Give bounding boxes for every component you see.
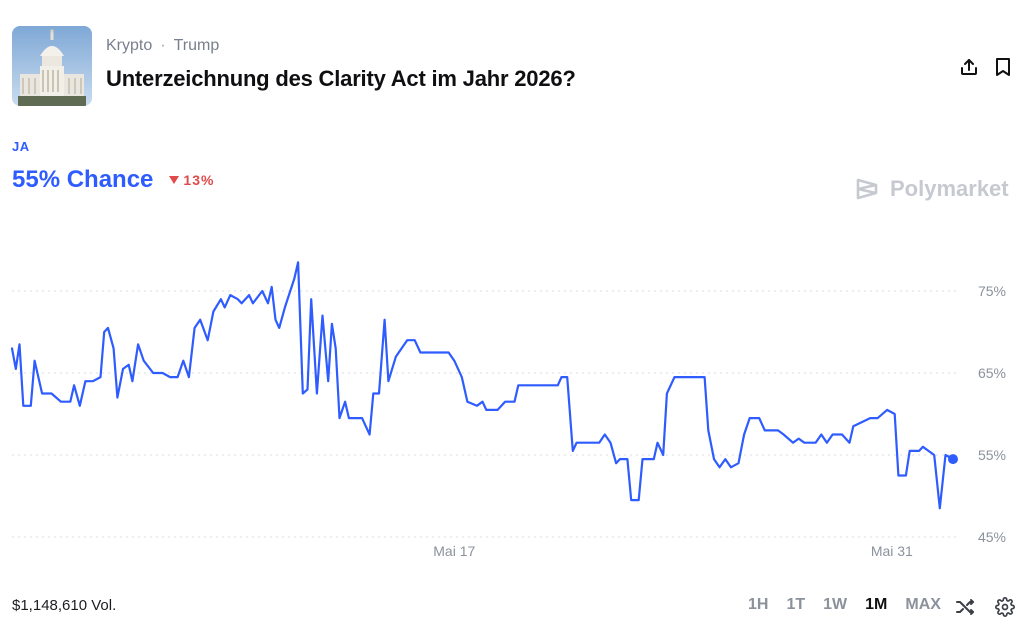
chance-delta-value: 13% bbox=[183, 172, 215, 188]
breadcrumb-category[interactable]: Krypto bbox=[106, 37, 153, 54]
header-actions bbox=[958, 56, 1014, 78]
switch-outcome-button[interactable] bbox=[954, 596, 976, 618]
settings-button[interactable] bbox=[994, 596, 1016, 618]
chance-delta: 13% bbox=[169, 172, 214, 188]
timeframe-max[interactable]: MAX bbox=[905, 596, 941, 613]
share-button[interactable] bbox=[958, 56, 980, 78]
gear-icon bbox=[995, 597, 1015, 617]
current-price-dot bbox=[948, 454, 958, 465]
market-thumbnail bbox=[12, 26, 92, 106]
share-icon bbox=[961, 59, 977, 75]
volume-text: $1,148,610 Vol. bbox=[12, 597, 117, 614]
chance-row: 55% Chance 13% bbox=[12, 166, 214, 194]
x-axis: Mai 17 Mai 31 bbox=[433, 543, 913, 559]
brand-watermark: Polymarket bbox=[854, 176, 1009, 202]
breadcrumb-separator: · bbox=[160, 37, 166, 54]
brand-name: Polymarket bbox=[890, 176, 1009, 201]
price-line bbox=[10, 261, 955, 510]
chart-tools bbox=[954, 596, 1016, 618]
x-tick-label: Mai 17 bbox=[433, 543, 475, 559]
timeframe-1w[interactable]: 1W bbox=[823, 596, 848, 613]
chance-value: 55% Chance bbox=[12, 166, 154, 193]
timeframe-selector: 1H 1T 1W 1M MAX bbox=[748, 596, 959, 614]
timeframe-1m[interactable]: 1M bbox=[865, 596, 888, 613]
price-chart[interactable]: 45% 55% 65% 75% Mai 17 Mai 31 bbox=[0, 240, 1024, 570]
bookmark-button[interactable] bbox=[992, 56, 1014, 78]
breadcrumb-tag[interactable]: Trump bbox=[173, 37, 220, 54]
outcome-label: JA bbox=[12, 139, 30, 154]
shuffle-icon bbox=[956, 599, 974, 615]
y-axis: 45% 55% 65% 75% bbox=[978, 283, 1006, 545]
y-tick-label: 45% bbox=[978, 529, 1006, 545]
y-tick-label: 55% bbox=[978, 447, 1006, 463]
chart-grid bbox=[12, 290, 960, 538]
y-tick-label: 65% bbox=[978, 365, 1006, 381]
timeframe-1h[interactable]: 1H bbox=[748, 596, 769, 613]
timeframe-1t[interactable]: 1T bbox=[786, 596, 806, 613]
y-tick-label: 75% bbox=[978, 283, 1006, 299]
x-tick-label: Mai 31 bbox=[871, 543, 913, 559]
bookmark-icon bbox=[996, 58, 1010, 76]
market-title: Unterzeichnung des Clarity Act im Jahr 2… bbox=[106, 66, 576, 91]
breadcrumb: Krypto · Trump bbox=[106, 37, 219, 55]
polymarket-logo-icon bbox=[856, 178, 878, 200]
triangle-down-icon bbox=[169, 176, 180, 184]
